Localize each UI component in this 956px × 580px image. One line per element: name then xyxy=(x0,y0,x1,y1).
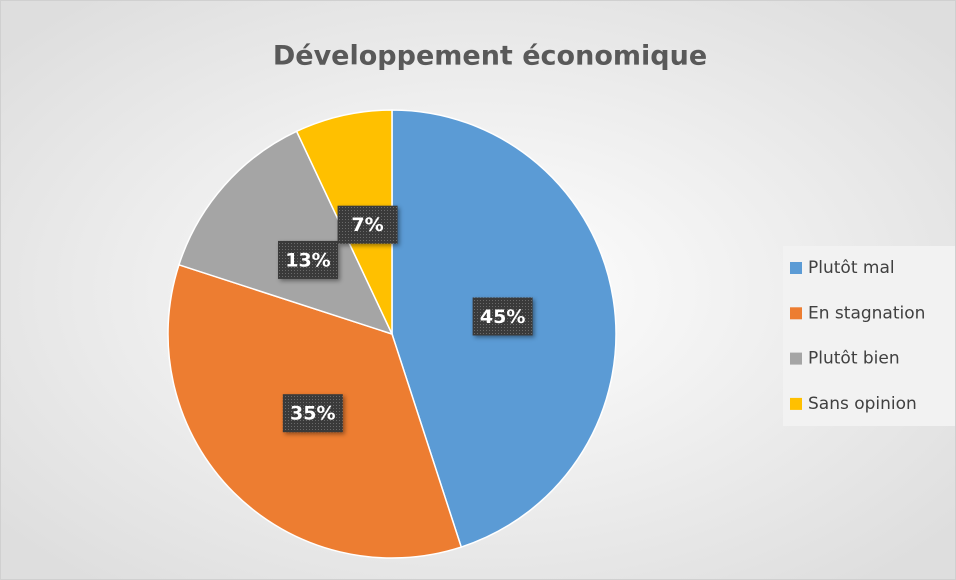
legend-swatch xyxy=(790,352,802,365)
legend-label: En stagnation xyxy=(808,303,925,323)
data-label-box xyxy=(337,205,398,244)
data-label-box xyxy=(277,240,338,279)
data-label: 35% xyxy=(290,403,335,425)
legend-swatch xyxy=(790,307,802,320)
legend-label: Plutôt mal xyxy=(808,258,895,278)
data-label-box xyxy=(472,297,533,336)
data-label: 45% xyxy=(480,306,525,328)
data-label: 7% xyxy=(351,214,383,236)
legend-swatch xyxy=(790,262,802,274)
data-label-box xyxy=(282,394,343,433)
legend-label: Plutôt bien xyxy=(808,349,900,369)
pie-slice xyxy=(178,130,394,336)
data-label: 13% xyxy=(285,249,330,271)
legend-label: Sans opinion xyxy=(808,394,917,414)
legend-swatch xyxy=(790,397,802,410)
chart-title: Développement économique xyxy=(273,41,707,72)
legend-box xyxy=(783,246,955,426)
